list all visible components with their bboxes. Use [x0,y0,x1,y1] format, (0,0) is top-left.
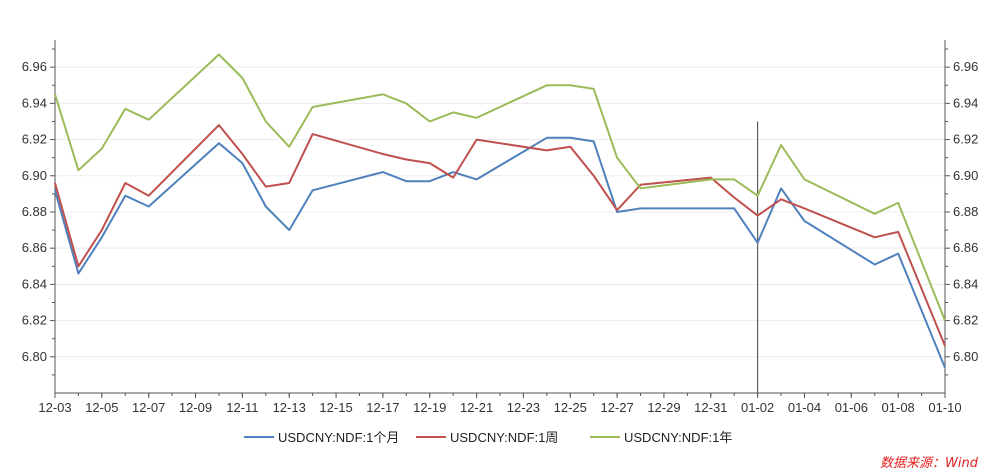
y-tick-label-left: 6.94 [22,95,47,110]
x-tick-label: 01-04 [788,400,821,415]
y-tick-label-right: 6.90 [953,168,978,183]
x-tick-label: 12-31 [694,400,727,415]
y-tick-label-right: 6.82 [953,313,978,328]
y-tick-label-left: 6.86 [22,240,47,255]
tick-marks [50,48,950,398]
x-tick-label: 12-19 [413,400,446,415]
y-tick-label-left: 6.88 [22,204,47,219]
legend-label: USDCNY:NDF:1周 [450,430,558,445]
series-lines [54,53,946,369]
x-tick-label: 01-02 [741,400,774,415]
x-tick-label: 12-15 [319,400,352,415]
x-tick-label: 12-13 [273,400,306,415]
x-tick-label: 12-17 [366,400,399,415]
y-tick-label-right: 6.84 [953,276,978,291]
legend-label: USDCNY:NDF:1年 [624,430,732,445]
y-tick-label-left: 6.96 [22,59,47,74]
x-tick-label: 01-10 [928,400,961,415]
x-tick-label: 01-06 [835,400,868,415]
axes [54,40,946,394]
y-tick-label-left: 6.82 [22,313,47,328]
y-tick-label-right: 6.80 [953,349,978,364]
x-tick-label: 01-08 [882,400,915,415]
y-tick-label-right: 6.86 [953,240,978,255]
x-tick-label: 12-25 [554,400,587,415]
tick-labels: 6.80 6.80 6.82 6.82 6.84 6.84 6.86 6.86 6.88 6.88… [22,59,979,415]
y-tick-label-left: 6.84 [22,276,47,291]
x-tick-label: 12-03 [38,400,71,415]
x-tick-label: 12-21 [460,400,493,415]
y-tick-label-right: 6.88 [953,204,978,219]
y-tick-label-right: 6.94 [953,95,978,110]
legend-label: USDCNY:NDF:1个月 [278,430,399,445]
x-tick-label: 12-29 [647,400,680,415]
y-tick-label-right: 6.96 [953,59,978,74]
y-tick-label-left: 6.92 [22,132,47,147]
series-line-3 [54,53,946,321]
x-tick-label: 12-07 [132,400,165,415]
x-tick-label: 12-11 [226,400,258,415]
x-tick-label: 12-27 [600,400,633,415]
source-note: 数据来源：Wind [880,456,978,471]
series-line-2 [54,124,946,347]
x-tick-label: 12-05 [85,400,118,415]
y-tick-label-right: 6.92 [953,132,978,147]
y-tick-label-left: 6.80 [22,349,47,364]
legend: USDCNY:NDF:1个月 USDCNY:NDF:1周 USDCNY:NDF:1年 [244,430,732,445]
series-line-1 [54,136,946,369]
x-tick-label: 12-23 [507,400,540,415]
y-tick-label-left: 6.90 [22,168,47,183]
x-tick-label: 12-09 [179,400,212,415]
